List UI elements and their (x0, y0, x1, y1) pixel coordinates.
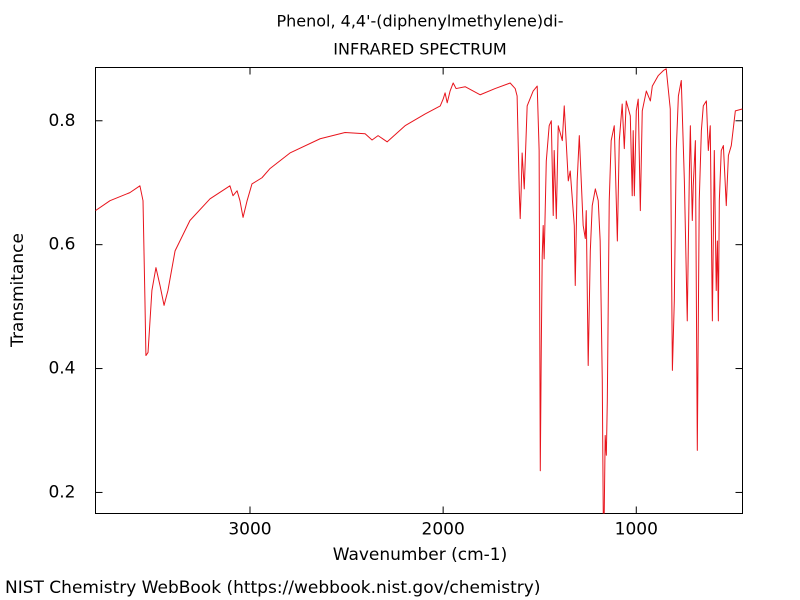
spectrum-line (95, 68, 743, 514)
x-tick-label: 1000 (615, 520, 658, 540)
y-tick-label: 0.2 (48, 482, 75, 502)
x-axis-label: Wavenumber (cm-1) (333, 545, 508, 565)
x-tick-label: 2000 (422, 520, 465, 540)
chart-subtitle: INFRARED SPECTRUM (333, 40, 506, 59)
x-tick-label: 3000 (228, 520, 271, 540)
plot-frame (95, 67, 743, 514)
y-axis-label: Transmitance (8, 233, 28, 348)
source-note: NIST Chemistry WebBook (https://webbook.… (5, 578, 540, 598)
y-tick-label: 0.4 (48, 359, 75, 379)
chart-title: Phenol, 4,4'-(diphenylmethylene)di- (276, 12, 563, 31)
y-tick-label: 0.6 (48, 235, 75, 255)
y-tick-label: 0.8 (48, 111, 75, 131)
